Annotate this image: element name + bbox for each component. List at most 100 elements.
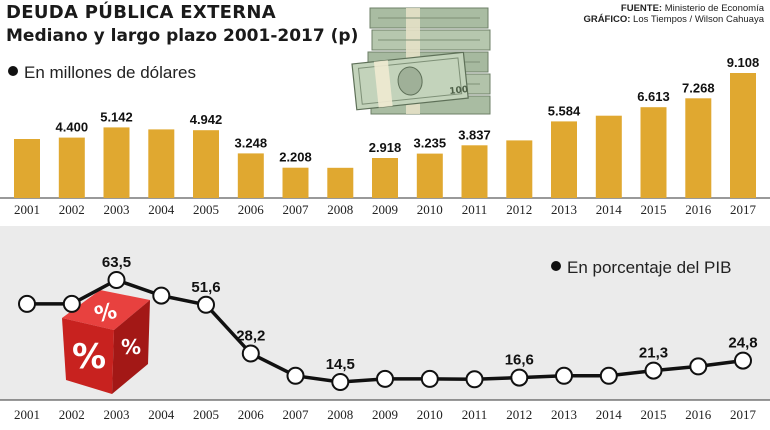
line-point-2005 (197, 295, 215, 314)
bar-x-tick-label: 2004 (148, 202, 175, 217)
line-point-2003 (107, 271, 126, 289)
bar-x-tick-label: 2013 (551, 202, 577, 217)
bar-x-tick-label: 2015 (641, 202, 667, 217)
line-x-tick-label: 2010 (417, 407, 443, 422)
line-value-label: 21,3 (639, 345, 668, 362)
bar-2009 (372, 158, 398, 198)
line-value-label: 24,8 (728, 335, 757, 352)
bar-value-label: 3.235 (414, 136, 447, 151)
line-x-tick-label: 2009 (372, 407, 398, 422)
bar-x-tick-label: 2014 (596, 202, 623, 217)
legend-dot-icon (8, 66, 18, 76)
credit-label: GRÁFICO: (583, 14, 631, 25)
bar-2005 (193, 130, 219, 198)
line-point-2012 (510, 368, 529, 387)
line-point-2008 (331, 373, 350, 391)
line-value-label: 28,2 (236, 328, 265, 345)
line-x-tick-label: 2015 (641, 407, 667, 422)
line-x-tick-label: 2006 (238, 407, 265, 422)
line-point-2011 (465, 370, 484, 389)
bar-2016 (685, 98, 712, 198)
bar-x-tick-label: 2007 (283, 202, 310, 217)
bar-value-label: 3.837 (458, 127, 491, 142)
line-x-tick-label: 2011 (462, 407, 488, 422)
bar-2004 (148, 129, 175, 198)
bar-value-label: 7.268 (682, 80, 715, 95)
bar-value-label: 5.584 (548, 103, 581, 118)
line-x-tick-label: 2013 (551, 407, 577, 422)
line-value-label: 63,5 (102, 254, 131, 271)
line-x-tick-label: 2014 (596, 407, 623, 422)
svg-text:%: % (121, 335, 141, 359)
page-subtitle: Mediano y largo plazo 2001-2017 (p) (6, 26, 359, 46)
bar-value-label: 4.942 (190, 112, 223, 127)
bar-x-tick-label: 2010 (417, 202, 443, 217)
bar-2001 (14, 139, 40, 198)
bar-legend-label: En millones de dólares (24, 63, 196, 82)
bar-value-label: 2.208 (279, 150, 312, 165)
line-x-tick-label: 2005 (193, 407, 219, 422)
percent-dice-icon: % % % (62, 290, 150, 394)
bar-legend: En millones de dólares (8, 63, 196, 83)
line-x-tick-label: 2002 (59, 407, 85, 422)
bar-2003 (103, 127, 130, 198)
line-legend: En porcentaje del PIB (551, 258, 731, 278)
credit-value: Los Tiempos / Wilson Cahuaya (633, 14, 764, 25)
line-x-tick-label: 2003 (104, 407, 130, 422)
bar-2006 (237, 153, 264, 198)
line-x-tick-label: 2004 (148, 407, 175, 422)
line-value-label: 16,6 (505, 352, 534, 369)
source-credit: FUENTE: Ministerio de Economía GRÁFICO: … (583, 3, 764, 25)
line-point-2001 (18, 294, 36, 313)
line-x-tick-label: 2016 (685, 407, 712, 422)
bar-x-tick-label: 2001 (14, 202, 40, 217)
line-x-tick-label: 2012 (506, 407, 532, 422)
line-point-2013 (555, 366, 573, 385)
bar-x-tick-label: 2002 (59, 202, 85, 217)
line-point-2015 (644, 361, 663, 380)
source-label: FUENTE: (620, 3, 663, 14)
line-x-tick-label: 2007 (283, 407, 310, 422)
bar-value-label: 3.248 (235, 135, 268, 150)
line-point-2007 (286, 366, 305, 385)
bar-2002 (58, 137, 85, 198)
line-x-tick-label: 2017 (730, 407, 757, 422)
line-point-2002 (62, 294, 81, 313)
cash-stack-icon: 100 (351, 7, 491, 115)
bar-x-tick-label: 2012 (506, 202, 532, 217)
bar-series: 2001 4.400 2002 5.142 2003 2004 4.942 2005 3.248… (14, 55, 759, 217)
line-point-2006 (241, 344, 260, 363)
line-series: 2001 2002 63,5 2003 2004 51,6 2005 28,2 2006 2007… (14, 254, 758, 422)
line-value-label: 51,6 (191, 279, 220, 296)
line-value-label: 14,5 (326, 356, 355, 373)
line-x-tick-label: 2001 (14, 407, 40, 422)
bar-2017 (730, 73, 756, 198)
svg-text:%: % (72, 337, 106, 377)
line-point-2010 (420, 369, 439, 388)
bar-2014 (595, 115, 622, 198)
bar-2013 (551, 121, 577, 198)
bar-x-tick-label: 2006 (238, 202, 265, 217)
bar-value-label: 6.613 (637, 89, 670, 104)
bar-x-tick-label: 2005 (193, 202, 219, 217)
bar-2011 (461, 145, 488, 198)
line-point-2009 (376, 369, 394, 388)
bar-value-label: 9.108 (727, 55, 760, 70)
svg-text:100: 100 (449, 85, 469, 97)
bar-x-tick-label: 2009 (372, 202, 398, 217)
bar-value-label: 5.142 (100, 109, 133, 124)
line-point-2017 (734, 351, 752, 370)
bar-x-tick-label: 2008 (327, 202, 353, 217)
source-value: Ministerio de Economía (664, 3, 764, 14)
bar-2007 (282, 167, 309, 198)
line-legend-label: En porcentaje del PIB (567, 258, 732, 277)
line-point-2014 (599, 366, 618, 385)
line-point-2016 (689, 357, 708, 376)
page-title: DEUDA PÚBLICA EXTERNA (6, 2, 276, 23)
legend-dot-icon (551, 261, 561, 271)
bar-2012 (506, 140, 533, 198)
line-point-2004 (152, 286, 171, 305)
bar-2008 (327, 167, 354, 198)
bar-2015 (640, 107, 667, 198)
